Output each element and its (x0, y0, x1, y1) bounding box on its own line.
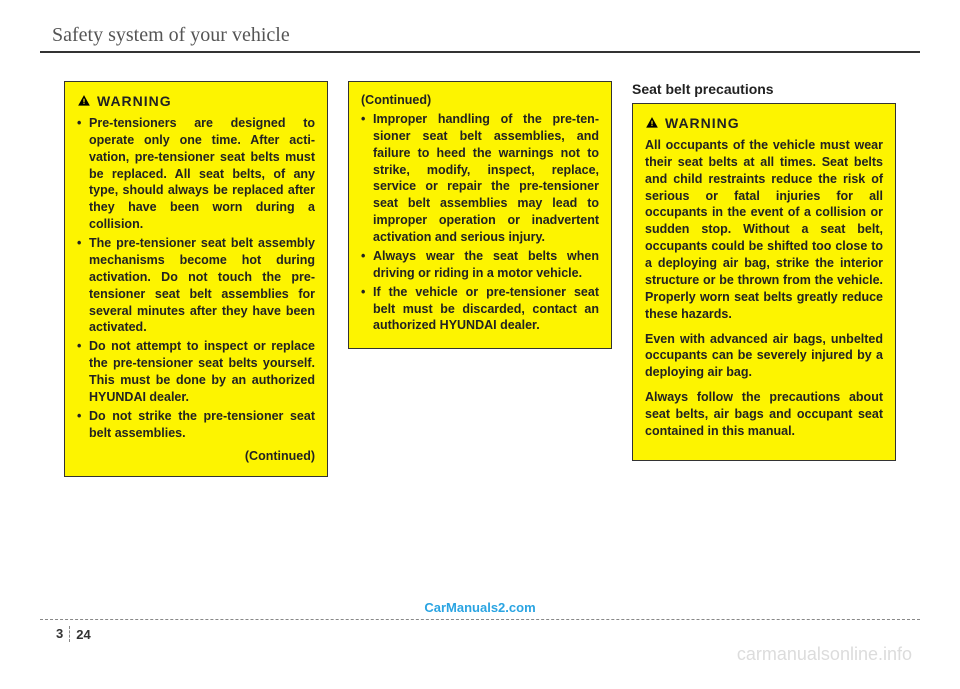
warning-3-para: Always follow the precautions about seat… (645, 389, 883, 440)
header-rule (40, 51, 920, 53)
warning-box-3: WARNING All occupants of the vehicle mus… (632, 103, 896, 461)
chapter-number: 3 (56, 626, 70, 642)
bullet-item: Do not attempt to inspect or replace the… (77, 338, 315, 406)
warning-1-bullets: Pre-tensioners are designed to operate o… (77, 115, 315, 442)
footer-bar: 3 24 (40, 619, 920, 641)
warning-header-3: WARNING (645, 114, 883, 133)
watermark-carmanualsonline: carmanualsonline.info (737, 644, 912, 665)
warning-triangle-icon (77, 94, 91, 108)
column-3: Seat belt precautions WARNING All occupa… (632, 81, 896, 477)
warning-3-para: All occupants of the vehicle must wear t… (645, 137, 883, 323)
continued-bottom: (Continued) (77, 448, 315, 465)
warning-3-para: Even with advanced air bags, unbelted oc… (645, 331, 883, 382)
warning-2-bullets: Improper handling of the pre-ten­sioner … (361, 111, 599, 334)
bullet-item: The pre-tensioner seat belt assembly mec… (77, 235, 315, 336)
column-1: WARNING Pre-tensioners are designed to o… (64, 81, 328, 477)
document-page: Safety system of your vehicle WARNING Pr… (0, 0, 960, 689)
warning-box-1: WARNING Pre-tensioners are designed to o… (64, 81, 328, 477)
page-number: 24 (70, 627, 90, 642)
column-2: (Continued) Improper handling of the pre… (348, 81, 612, 477)
continued-top: (Continued) (361, 92, 599, 109)
page-header-title: Safety system of your vehicle (40, 24, 920, 47)
bullet-item: Do not strike the pre-tensioner seat bel… (77, 408, 315, 442)
warning-triangle-icon (645, 116, 659, 130)
warning-header-1: WARNING (77, 92, 315, 111)
warning-label-3: WARNING (665, 114, 740, 133)
warning-box-2: (Continued) Improper handling of the pre… (348, 81, 612, 349)
bullet-item: If the vehicle or pre-tensioner seat bel… (361, 284, 599, 335)
content-columns: WARNING Pre-tensioners are designed to o… (40, 81, 920, 477)
watermark-carmanuals2: CarManuals2.com (424, 600, 535, 615)
section-title-seatbelt: Seat belt precautions (632, 81, 896, 97)
bullet-item: Always wear the seat belts when driving … (361, 248, 599, 282)
bullet-item: Improper handling of the pre-ten­sioner … (361, 111, 599, 246)
page-number-box: 3 24 (56, 626, 91, 642)
bullet-item: Pre-tensioners are designed to operate o… (77, 115, 315, 233)
warning-label-1: WARNING (97, 92, 172, 111)
